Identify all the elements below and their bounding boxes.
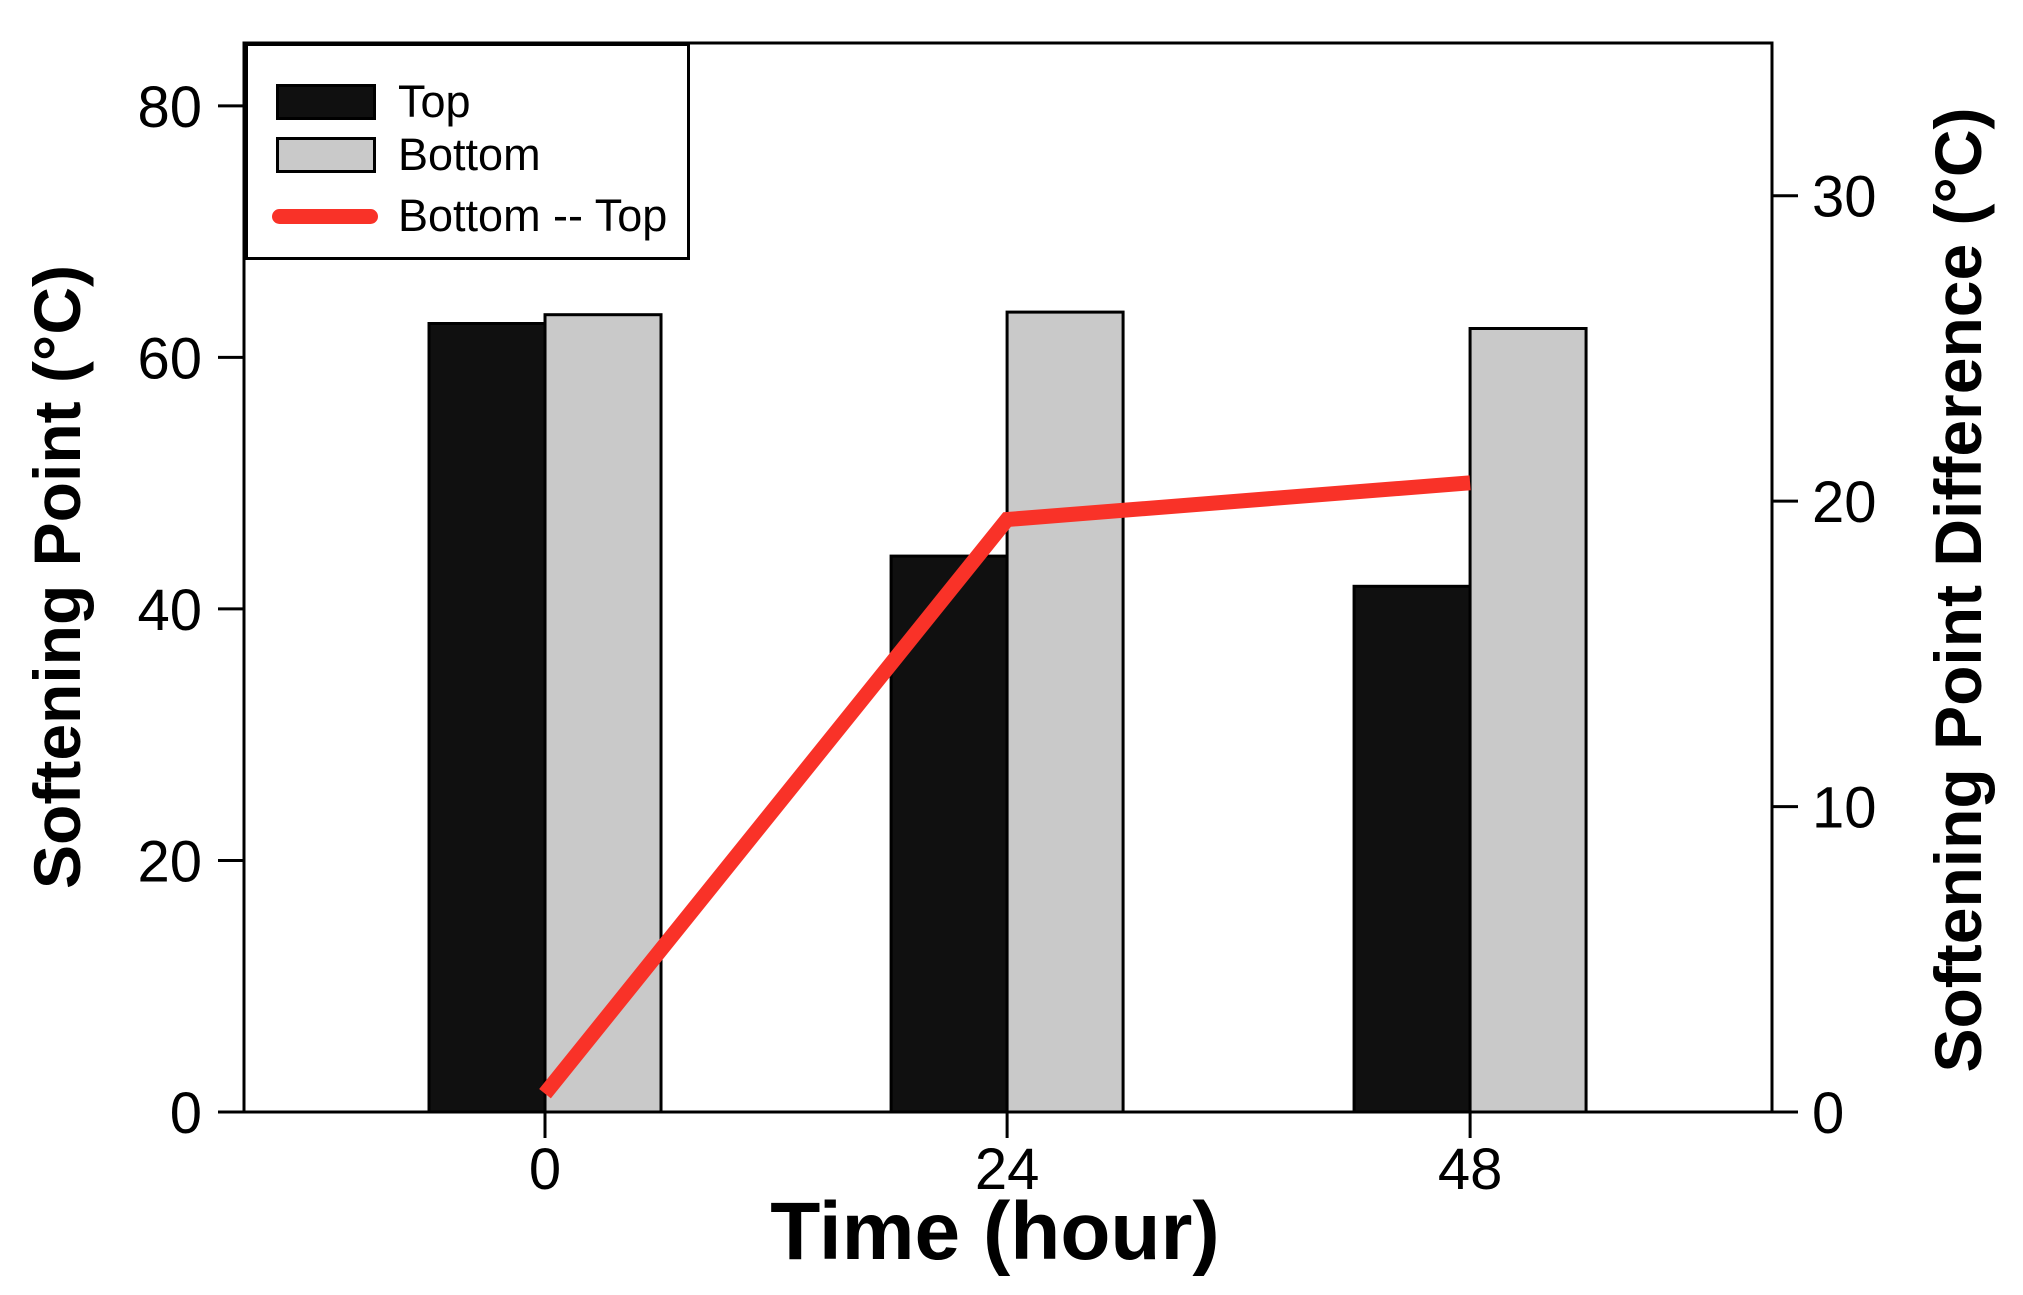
top-series-swatch-icon [276, 84, 376, 120]
left-tick-label-40: 40 [137, 578, 202, 643]
x-tick-label-24: 24 [975, 1137, 1040, 1202]
right-tick-label-30: 30 [1812, 165, 1877, 230]
bottom-series-swatch-icon [276, 137, 376, 173]
bar-top-0h [427, 322, 547, 1114]
legend-label-top: Top [398, 76, 471, 127]
right-axis-title: Softening Point Difference (°C) [1921, 107, 1995, 1073]
left-tick-label-0: 0 [170, 1081, 202, 1146]
legend-label-bottom: Bottom [398, 129, 541, 180]
difference-line [539, 475, 1471, 1099]
legend-row-top: Top [248, 76, 687, 127]
legend-label-difference: Bottom -- Top [398, 190, 668, 241]
x-tick-label-0: 0 [529, 1137, 561, 1202]
right-tick-label-10: 10 [1812, 775, 1877, 840]
left-tick-label-20: 20 [137, 829, 202, 894]
legend-row-bottom: Bottom [248, 129, 687, 180]
right-tick-label-0: 0 [1812, 1081, 1844, 1146]
legend-box: Top Bottom Bottom -- Top [245, 43, 690, 260]
x-axis-title: Time (hour) [770, 1186, 1220, 1277]
bar-bottom-24h [1005, 310, 1125, 1114]
bar-top-48h [1352, 584, 1472, 1114]
left-tick-label-80: 80 [137, 75, 202, 140]
bar-bottom-0h [543, 313, 663, 1114]
left-tick-label-60: 60 [137, 326, 202, 391]
left-axis-title: Softening Point (°C) [20, 265, 94, 889]
legend-row-difference: Bottom -- Top [248, 190, 687, 241]
x-tick-label-48: 48 [1438, 1137, 1503, 1202]
right-tick-label-20: 20 [1812, 470, 1877, 535]
bar-bottom-48h [1468, 327, 1588, 1114]
difference-line-swatch-icon [272, 208, 378, 224]
